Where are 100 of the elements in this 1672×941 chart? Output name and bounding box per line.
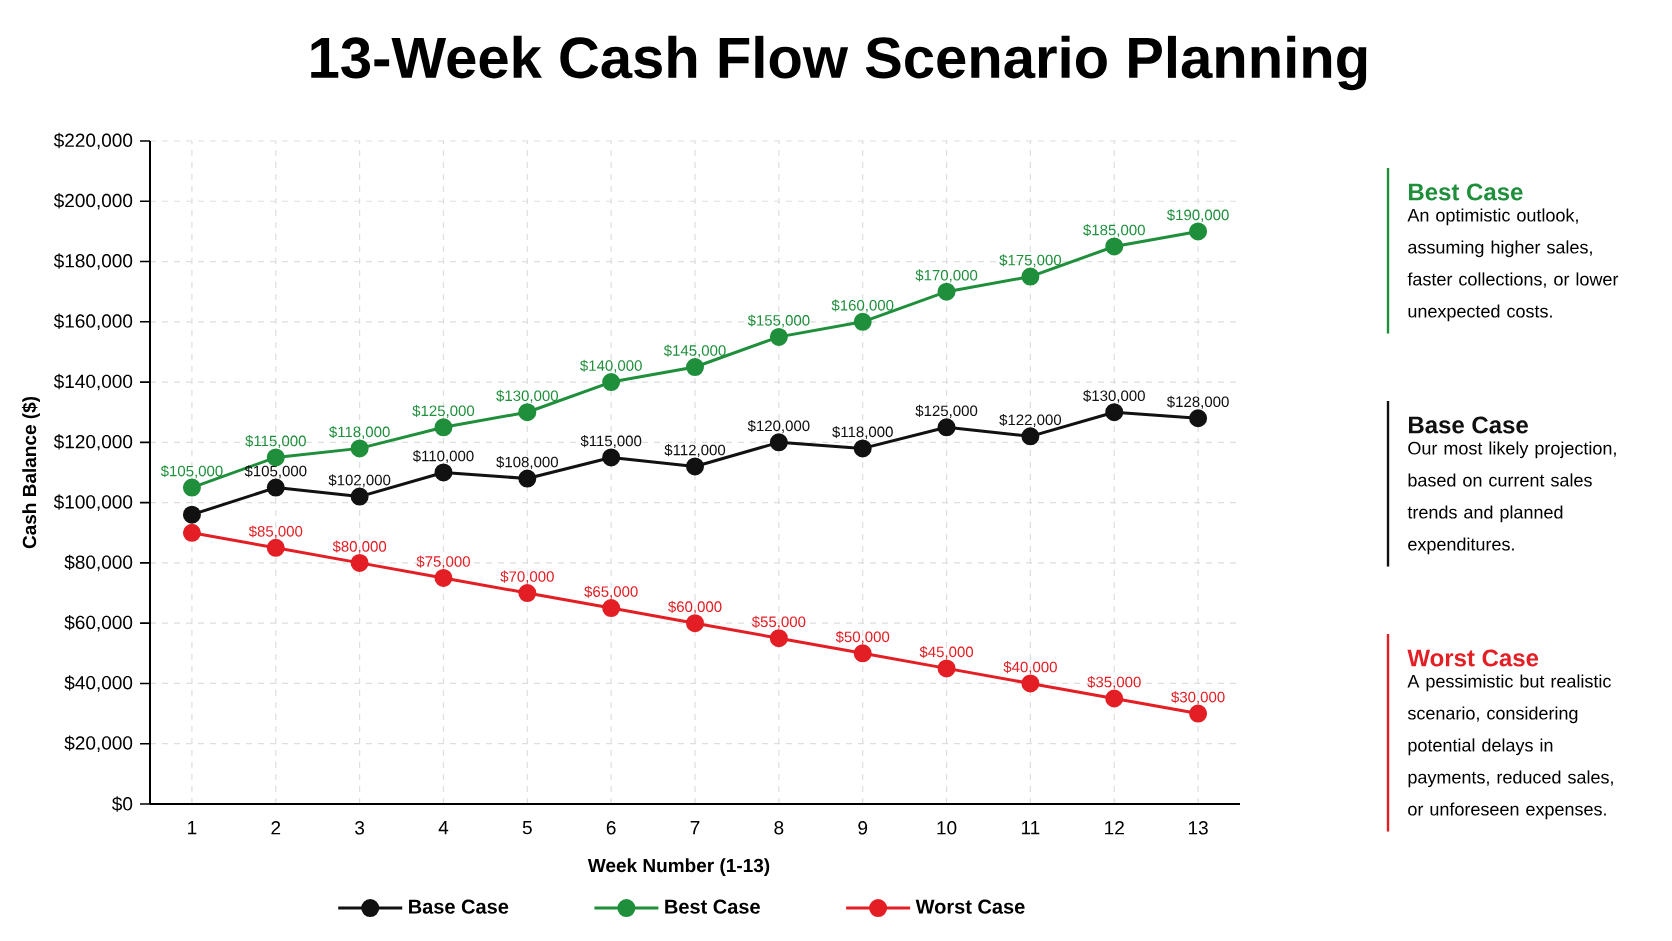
y-tick-label: $60,000 bbox=[64, 614, 133, 632]
point bbox=[769, 629, 788, 648]
x-tick-label: 12 bbox=[1105, 821, 1124, 835]
point bbox=[266, 478, 285, 497]
data-label: $65,000 bbox=[584, 585, 638, 599]
x-tick-label: 7 bbox=[690, 821, 700, 835]
data-label: $45,000 bbox=[919, 645, 974, 659]
data-label: $190,000 bbox=[1166, 208, 1229, 222]
x-tick-label: 10 bbox=[937, 821, 957, 835]
x-tick-label: 8 bbox=[774, 821, 784, 835]
point bbox=[769, 433, 788, 452]
point bbox=[518, 469, 537, 488]
text: Our most likely projection, based on current sales trends and planned expenditures. bbox=[1407, 441, 1616, 555]
data-label: $115,000 bbox=[580, 435, 642, 449]
data-label: $112,000 bbox=[664, 444, 726, 458]
point bbox=[434, 418, 453, 437]
point bbox=[1189, 704, 1208, 723]
text: Worst Case bbox=[1407, 649, 1539, 667]
point bbox=[1021, 267, 1040, 286]
data-label: $70,000 bbox=[500, 570, 554, 584]
x-tick-label: 5 bbox=[522, 821, 532, 835]
y-tick-label: $100,000 bbox=[53, 494, 133, 511]
x-tick-label: 1 bbox=[188, 821, 197, 835]
data-label: $110,000 bbox=[412, 450, 474, 464]
data-label: $75,000 bbox=[416, 555, 470, 569]
point bbox=[434, 568, 453, 587]
data-label: $175,000 bbox=[999, 254, 1062, 268]
data-label: $130,000 bbox=[1083, 389, 1145, 403]
data-label: $125,000 bbox=[412, 404, 475, 418]
data-label: $102,000 bbox=[328, 474, 391, 488]
point bbox=[434, 463, 453, 482]
point bbox=[350, 487, 369, 506]
data-label: $80,000 bbox=[332, 540, 387, 554]
data-label: $145,000 bbox=[663, 344, 726, 358]
x-tick-label: 2 bbox=[271, 821, 281, 835]
point bbox=[350, 439, 369, 458]
y-tick-label: $0 bbox=[112, 796, 133, 812]
point bbox=[266, 538, 285, 557]
data-label: $118,000 bbox=[832, 425, 893, 439]
y-axis-title: Cash Balance ($) bbox=[21, 396, 40, 549]
x-tick-label: 13 bbox=[1188, 821, 1208, 835]
y-tick-label: $120,000 bbox=[53, 434, 133, 451]
y-tick-label: $200,000 bbox=[53, 193, 133, 210]
point bbox=[686, 614, 705, 633]
data-label: $30,000 bbox=[1171, 691, 1225, 705]
point bbox=[1189, 222, 1208, 241]
data-label: $55,000 bbox=[751, 615, 806, 629]
data-label: $118,000 bbox=[329, 425, 390, 439]
y-tick-label: $80,000 bbox=[64, 554, 133, 572]
point bbox=[937, 659, 956, 678]
x-axis-title: Week Number (1-13) bbox=[587, 858, 770, 876]
data-label: $155,000 bbox=[747, 314, 810, 328]
data-label: $85,000 bbox=[248, 525, 303, 539]
data-label: $128,000 bbox=[1166, 395, 1229, 409]
point bbox=[182, 478, 201, 497]
point bbox=[853, 439, 872, 458]
point bbox=[350, 553, 369, 572]
point bbox=[853, 644, 872, 663]
point bbox=[937, 282, 956, 301]
text: A pessimistic but realistic scenario, considering potential delays in payments, reduced sales, or unforeseen expenses. bbox=[1407, 674, 1613, 820]
x-tick-label: 9 bbox=[858, 821, 868, 835]
point bbox=[602, 373, 621, 392]
text: An optimistic outlook, assuming higher sales, faster collections, or lower unexpected costs. bbox=[1407, 208, 1619, 322]
data-label: $140,000 bbox=[580, 359, 642, 373]
data-label: $50,000 bbox=[835, 630, 890, 644]
data-label: $108,000 bbox=[496, 456, 558, 470]
data-label: $170,000 bbox=[915, 269, 978, 283]
data-label: $105,000 bbox=[244, 465, 307, 479]
point bbox=[686, 457, 705, 476]
point bbox=[1105, 237, 1124, 256]
x-tick-label: 6 bbox=[606, 821, 616, 835]
data-label: $115,000 bbox=[245, 435, 306, 449]
data-label: $105,000 bbox=[160, 465, 223, 479]
y-tick-label: $40,000 bbox=[64, 675, 133, 692]
data-label: $125,000 bbox=[915, 404, 978, 418]
x-tick-label: 4 bbox=[438, 821, 449, 835]
legend-label: Worst Case bbox=[915, 899, 1025, 914]
point bbox=[1021, 674, 1040, 693]
point bbox=[937, 418, 956, 437]
y-tick-label: $20,000 bbox=[64, 735, 133, 752]
point bbox=[1105, 403, 1124, 422]
data-label: $35,000 bbox=[1087, 676, 1141, 690]
x-tick-label: 11 bbox=[1021, 821, 1040, 835]
point bbox=[182, 505, 201, 524]
y-tick-label: $180,000 bbox=[53, 253, 133, 270]
data-label: $185,000 bbox=[1083, 224, 1145, 238]
point bbox=[602, 448, 621, 467]
data-label: $120,000 bbox=[747, 419, 810, 433]
data-label: $60,000 bbox=[668, 600, 722, 614]
text: Base Case bbox=[1409, 416, 1528, 434]
point bbox=[686, 358, 705, 377]
point bbox=[1021, 427, 1040, 446]
y-tick-label: $140,000 bbox=[53, 373, 133, 391]
text: Best Case bbox=[1409, 183, 1523, 201]
point bbox=[769, 327, 788, 346]
legend-label: Base Case bbox=[409, 899, 509, 914]
point bbox=[1189, 409, 1208, 428]
x-tick-label: 3 bbox=[355, 821, 365, 835]
point bbox=[1105, 689, 1124, 708]
point bbox=[853, 312, 872, 331]
